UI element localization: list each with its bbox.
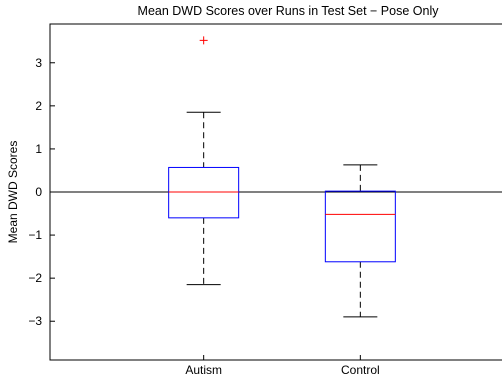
x-axis: Autism Control: [185, 355, 380, 377]
x-tick-label: Autism: [185, 363, 222, 377]
y-tick-label: −2: [28, 271, 42, 285]
y-tick-label: 2: [35, 99, 42, 113]
box-iqr: [168, 166, 240, 219]
y-tick-label: 3: [35, 56, 42, 70]
box-control: [324, 164, 396, 318]
y-tick-label: −3: [28, 314, 42, 328]
y-tick-label: 0: [35, 185, 42, 199]
y-tick-label: 1: [35, 142, 42, 156]
y-tick-label: −1: [28, 228, 42, 242]
chart-title: Mean DWD Scores over Runs in Test Set − …: [138, 4, 440, 18]
outlier-marker: [199, 36, 208, 45]
boxplot-group: [168, 36, 396, 318]
x-tick-label: Control: [341, 363, 380, 377]
box-iqr: [324, 190, 396, 263]
y-axis: 3 2 1 0 −1 −2 −3: [28, 56, 55, 328]
y-axis-label: Mean DWD Scores: [6, 141, 20, 244]
box-autism: [168, 36, 240, 286]
